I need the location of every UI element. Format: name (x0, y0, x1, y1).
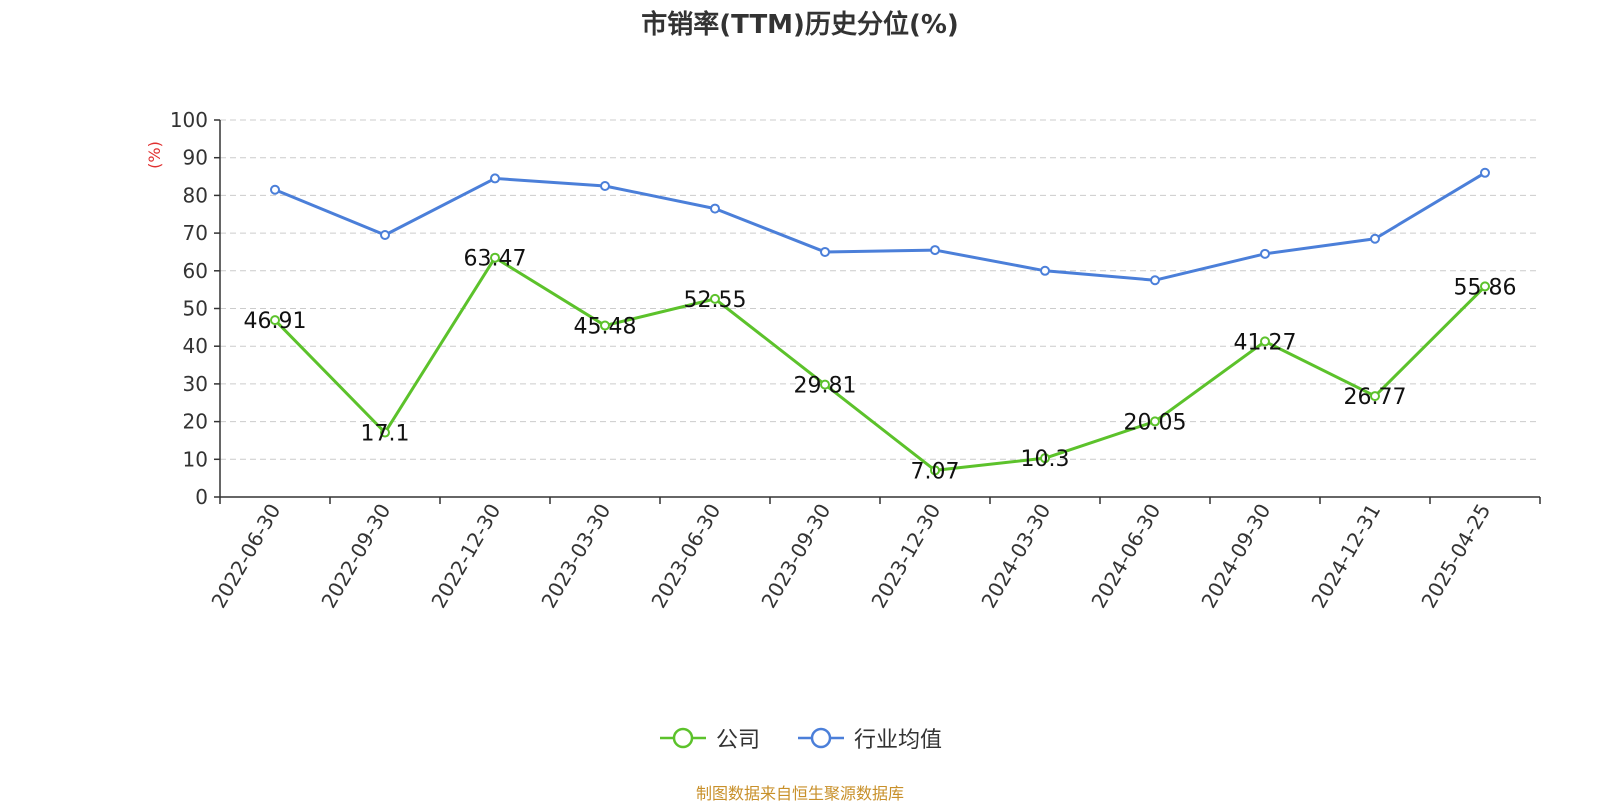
legend-line-circle-icon (659, 727, 706, 749)
x-tick-label: 2025-04-25 (1416, 500, 1495, 613)
data-point[interactable] (1150, 416, 1160, 427)
data-point[interactable] (270, 315, 280, 326)
data-label: 29.81 (794, 374, 857, 399)
legend: 公司 行业均值 (0, 722, 1600, 754)
data-label: 17.1 (361, 422, 410, 447)
data-point[interactable] (1040, 265, 1050, 276)
axis-layer: 0 10 20 30 40 50 60 70 80 90 100 2022-06-30 2022-09-… (170, 108, 1541, 613)
x-tick-label: 2023-03-30 (536, 500, 615, 613)
data-label: 55.86 (1454, 275, 1517, 300)
y-tick-label: 40 (183, 334, 208, 358)
data-label: 26.77 (1344, 385, 1407, 410)
data-point[interactable] (1260, 248, 1270, 259)
data-point[interactable] (820, 246, 830, 257)
y-tick-label: 10 (183, 447, 208, 471)
legend-item-company[interactable]: 公司 (658, 722, 760, 754)
data-point[interactable] (270, 184, 280, 195)
series-line (273, 256, 1487, 472)
x-tick-label: 2023-12-30 (866, 500, 945, 613)
data-label: 7.07 (911, 459, 960, 484)
data-point[interactable] (820, 379, 830, 390)
grid-layer (220, 119, 1540, 460)
data-point[interactable] (710, 203, 720, 214)
chart-title: 市销率(TTM)历史分位(%) (641, 10, 959, 40)
y-tick-label: 20 (183, 410, 208, 434)
data-point[interactable] (600, 320, 610, 331)
y-tick-label: 90 (183, 146, 208, 170)
x-tick-label: 2024-06-30 (1086, 500, 1165, 613)
x-tick-label: 2024-03-30 (976, 500, 1055, 613)
data-point[interactable] (600, 180, 610, 191)
legend-line-circle-icon (798, 727, 844, 749)
y-tick-label: 60 (183, 259, 208, 283)
data-point[interactable] (930, 465, 940, 476)
data-point[interactable] (490, 252, 500, 263)
data-point[interactable] (1370, 391, 1380, 402)
x-tick-label: 2024-09-30 (1196, 500, 1275, 613)
data-source-note: 制图数据来自恒生聚源数据库 (695, 784, 904, 803)
label-layer: 46.91 17.1 63.47 45.48 52.55 29.81 7.07 10.3 20.… (244, 247, 1517, 485)
series-layer (270, 167, 1490, 476)
y-tick-label: 100 (170, 108, 208, 132)
data-point[interactable] (1370, 233, 1380, 244)
x-tick-label: 2022-12-30 (426, 500, 505, 613)
x-tick-label: 2024-12-31 (1306, 500, 1385, 613)
series-line (274, 171, 1486, 282)
data-label: 20.05 (1124, 410, 1187, 435)
x-tick-label: 2022-09-30 (316, 500, 395, 613)
y-tick-label: 50 (183, 297, 208, 321)
y-axis-label: (%) (145, 141, 164, 169)
x-tick-label: 2023-06-30 (646, 500, 725, 613)
y-tick-label: 0 (195, 485, 208, 509)
data-point[interactable] (930, 245, 940, 256)
data-point[interactable] (490, 173, 500, 184)
x-tick-label: 2023-09-30 (756, 500, 835, 613)
data-label: 46.91 (244, 309, 307, 334)
data-label: 41.27 (1234, 330, 1297, 355)
data-point[interactable] (1040, 453, 1050, 464)
data-point[interactable] (380, 229, 390, 240)
data-point[interactable] (1480, 167, 1490, 178)
data-point[interactable] (380, 427, 390, 438)
legend-label-company: 公司 (715, 728, 760, 753)
legend-item-industry-avg[interactable]: 行业均值 (796, 722, 942, 754)
legend-label-industry-avg: 行业均值 (854, 728, 943, 753)
data-label: 63.47 (464, 247, 527, 272)
data-point[interactable] (1150, 275, 1160, 286)
data-point[interactable] (1260, 336, 1270, 347)
y-tick-label: 30 (183, 372, 208, 396)
data-point[interactable] (710, 293, 720, 304)
y-tick-label: 70 (183, 221, 208, 245)
data-label: 52.55 (684, 288, 747, 313)
data-label: 45.48 (574, 315, 637, 340)
data-point[interactable] (1480, 281, 1490, 292)
x-tick-label: 2022-06-30 (206, 500, 285, 613)
data-label: 10.3 (1021, 447, 1070, 472)
y-tick-label: 80 (183, 183, 208, 207)
